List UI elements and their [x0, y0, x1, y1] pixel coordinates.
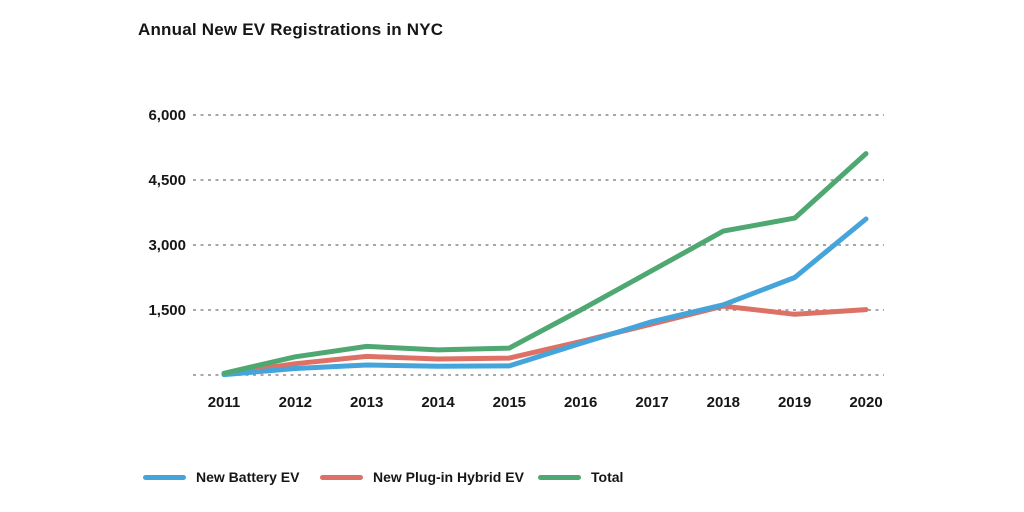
x-axis-tick-label: 2018: [707, 394, 740, 411]
x-axis-tick-label: 2017: [635, 394, 668, 411]
x-axis-tick-label: 2013: [350, 394, 383, 411]
chart-title: Annual New EV Registrations in NYC: [138, 20, 444, 39]
y-axis-tick-label: 4,500: [148, 172, 186, 189]
legend-item-new-battery-ev: New Battery EV: [143, 469, 299, 485]
x-axis-tick-label: 2014: [421, 394, 455, 411]
legend-swatch-new-battery-ev-icon: [143, 474, 186, 480]
legend-item-new-plug-in-hybrid-ev: New Plug-in Hybrid EV: [320, 469, 524, 485]
x-axis-tick-label: 2019: [778, 394, 811, 411]
legend-item-total: Total: [538, 469, 623, 485]
x-axis-tick-label: 2015: [493, 394, 526, 411]
y-axis-tick-label: 1,500: [148, 302, 186, 319]
legend-label-new-battery-ev: New Battery EV: [196, 469, 300, 485]
legend-label-total: Total: [591, 469, 624, 485]
x-axis-tick-label: 2020: [849, 394, 882, 411]
series-line-new-plug-in-hybrid-ev: [221, 303, 869, 377]
x-axis-tick-label: 2016: [564, 394, 597, 411]
legend-swatch-total-icon: [538, 474, 581, 480]
legend-label-new-plug-in-hybrid-ev: New Plug-in Hybrid EV: [373, 469, 524, 485]
series-line-new-battery-ev: [221, 216, 869, 378]
x-axis-tick-label: 2012: [279, 394, 312, 411]
legend-swatch-new-plug-in-hybrid-ev-icon: [320, 474, 363, 480]
series-line-total: [221, 151, 869, 376]
x-axis-tick-label: 2011: [208, 394, 241, 411]
y-axis-tick-label: 3,000: [148, 237, 186, 254]
y-axis-tick-label: 6,000: [148, 107, 186, 124]
